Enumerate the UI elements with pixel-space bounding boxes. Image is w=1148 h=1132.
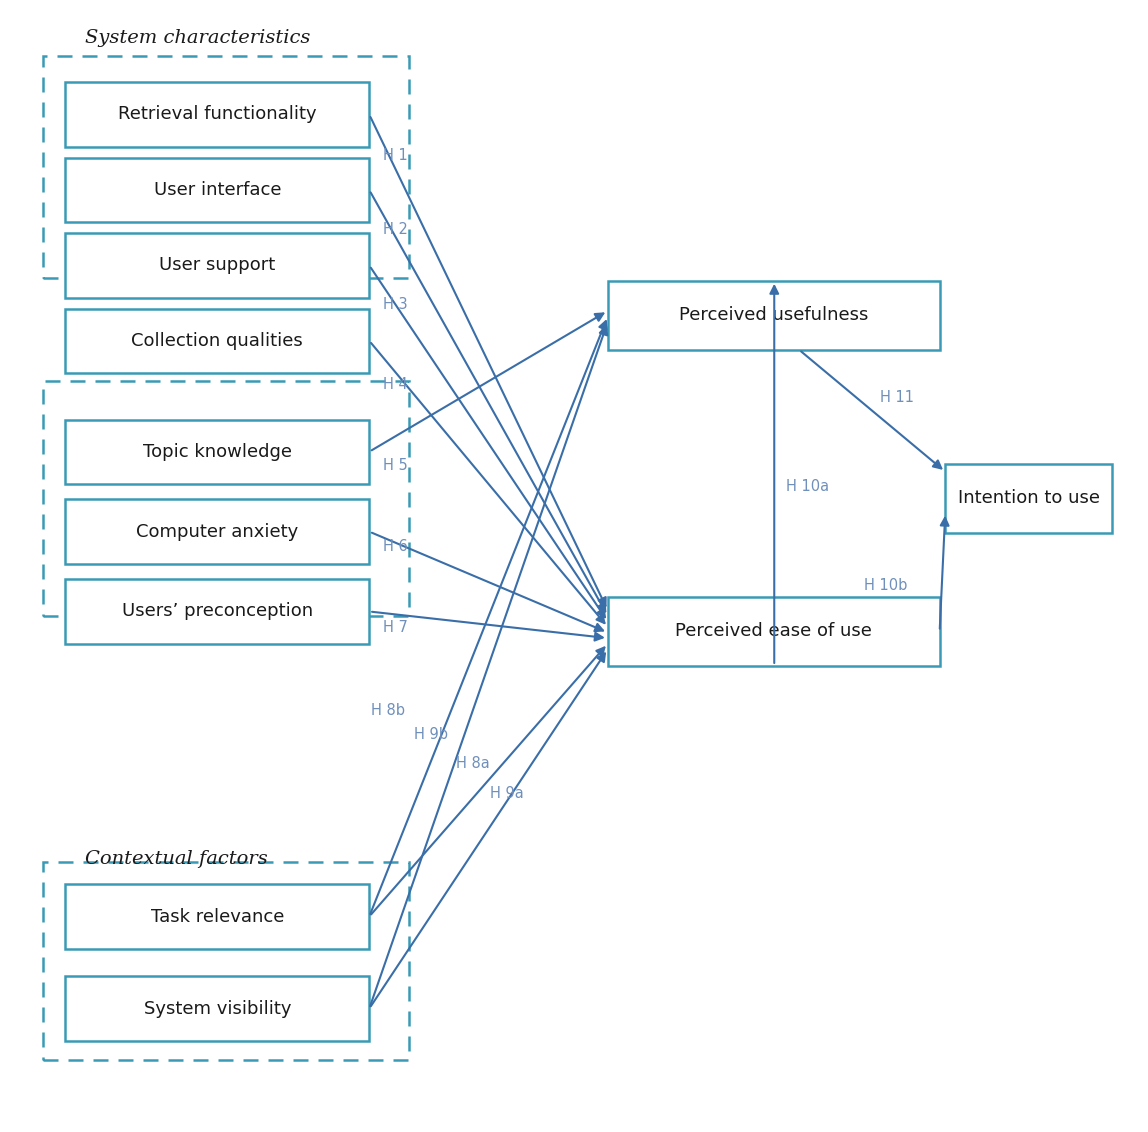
- Bar: [607, 597, 939, 666]
- Text: H 3: H 3: [382, 297, 408, 311]
- Text: Perceived usefulness: Perceived usefulness: [678, 307, 868, 324]
- Text: H 6: H 6: [382, 539, 408, 554]
- Text: H 11: H 11: [881, 389, 914, 405]
- Bar: [65, 233, 370, 298]
- Bar: [65, 83, 370, 147]
- Text: Task relevance: Task relevance: [150, 908, 284, 926]
- Bar: [42, 380, 409, 616]
- Text: H 8a: H 8a: [456, 756, 489, 771]
- Text: Perceived ease of use: Perceived ease of use: [675, 623, 872, 641]
- Bar: [65, 420, 370, 483]
- Bar: [42, 55, 409, 277]
- Text: Collection qualities: Collection qualities: [132, 332, 303, 350]
- Text: H 4: H 4: [382, 377, 408, 392]
- Bar: [65, 499, 370, 564]
- Text: System visibility: System visibility: [144, 1000, 292, 1018]
- Text: Retrieval functionality: Retrieval functionality: [118, 105, 317, 123]
- Bar: [65, 157, 370, 222]
- Text: H 8b: H 8b: [372, 703, 405, 718]
- Text: H 5: H 5: [382, 457, 408, 472]
- Bar: [65, 309, 370, 372]
- Text: System characteristics: System characteristics: [85, 28, 310, 46]
- Text: H 7: H 7: [382, 619, 408, 635]
- Text: H 2: H 2: [382, 222, 408, 238]
- Text: Topic knowledge: Topic knowledge: [142, 443, 292, 461]
- Text: Users’ preconception: Users’ preconception: [122, 602, 313, 620]
- Bar: [945, 464, 1111, 533]
- Text: H 1: H 1: [382, 148, 408, 163]
- Text: User support: User support: [160, 256, 276, 274]
- Text: Contextual factors: Contextual factors: [85, 850, 267, 868]
- Text: Intention to use: Intention to use: [957, 489, 1100, 507]
- Text: H 9a: H 9a: [489, 786, 523, 801]
- Bar: [65, 977, 370, 1040]
- Bar: [42, 863, 409, 1060]
- Text: Individual differences: Individual differences: [85, 464, 301, 482]
- Text: H 10b: H 10b: [864, 578, 908, 593]
- Text: Computer anxiety: Computer anxiety: [137, 523, 298, 541]
- Text: User interface: User interface: [154, 181, 281, 199]
- Bar: [65, 884, 370, 949]
- Text: H 9b: H 9b: [414, 727, 448, 743]
- Bar: [607, 281, 939, 350]
- Text: H 10a: H 10a: [785, 479, 829, 494]
- Bar: [65, 580, 370, 644]
